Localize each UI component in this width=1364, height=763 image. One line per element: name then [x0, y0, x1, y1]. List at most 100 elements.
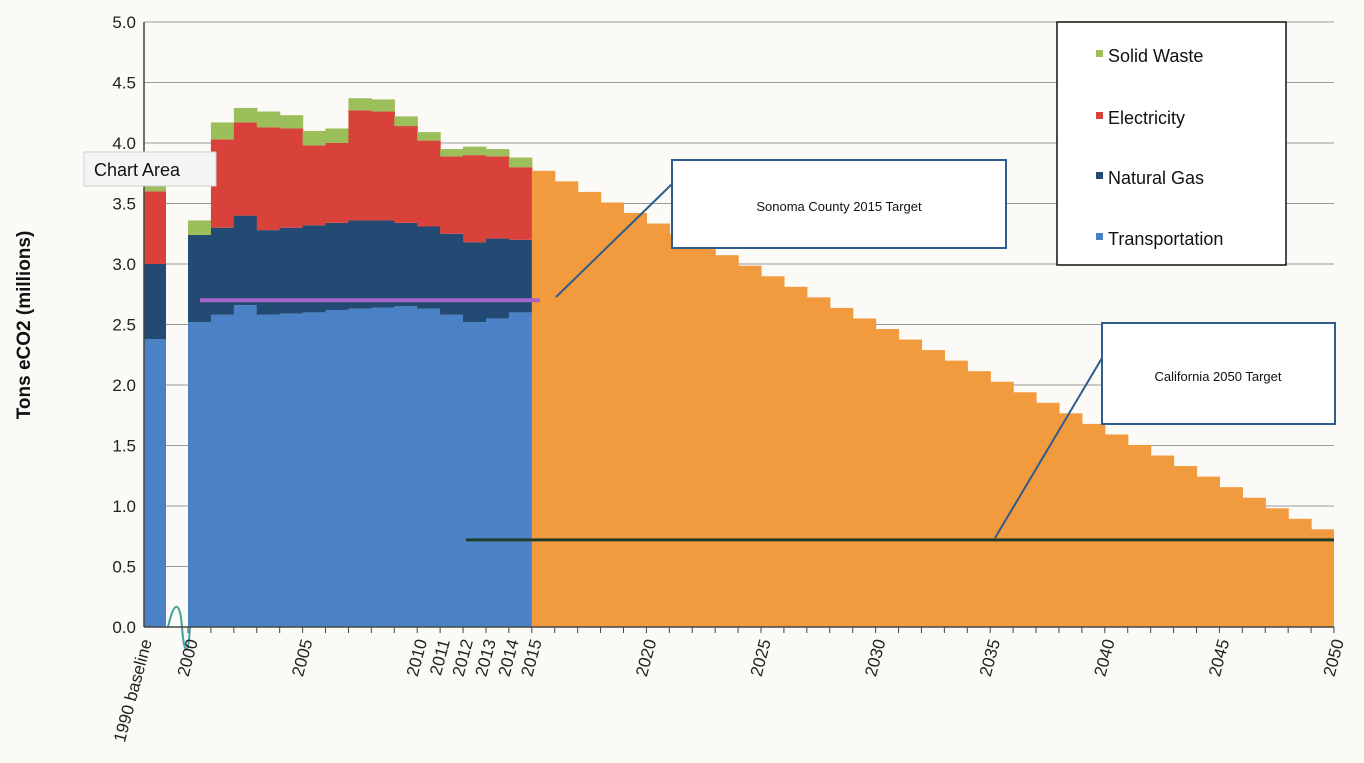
projection-step-2026	[783, 286, 808, 627]
bar-transportation-2002	[233, 305, 258, 627]
bar-solid-waste-2011	[440, 149, 464, 157]
projection-step-2036	[1013, 392, 1037, 627]
projection-step-2034	[967, 371, 991, 627]
bar-transportation-2009	[394, 306, 418, 627]
bar-electricity-2003	[256, 127, 281, 231]
projection-step-2024	[738, 265, 762, 627]
callout-sonoma-2015: Sonoma County 2015 Target	[555, 159, 1007, 298]
callout-sonoma-label: Sonoma County 2015 Target	[756, 199, 922, 214]
bar-natural-gas-2000	[188, 234, 212, 323]
bar-natural-gas-2005	[302, 225, 327, 313]
legend-label-electricity: Electricity	[1108, 108, 1185, 128]
bar-solid-waste-2006	[325, 128, 350, 143]
legend-swatch-transportation	[1096, 233, 1103, 240]
bar-solid-waste-2010	[417, 132, 441, 141]
projection-step-2049	[1311, 529, 1334, 627]
bar-transportation-2011	[440, 314, 464, 627]
y-tick-label: 3.0	[112, 255, 136, 274]
bar-transportation-2001	[210, 314, 235, 627]
projection-step-2048	[1288, 518, 1312, 627]
x-tick-label: 2035	[976, 637, 1004, 678]
bar-natural-gas-2001	[210, 227, 235, 315]
bar-natural-gas-2013	[485, 238, 510, 319]
bar-electricity-2008	[371, 111, 395, 221]
bar-transportation-2008	[371, 307, 395, 627]
bar-transportation-2013	[485, 318, 510, 627]
x-tick-label: 2005	[288, 637, 316, 678]
bar-electricity-2002	[233, 122, 258, 216]
projection-step-2040	[1104, 434, 1129, 627]
bar-transportation-2000	[188, 322, 212, 627]
bar-natural-gas-2003	[256, 230, 281, 315]
projection-step-2025	[761, 276, 785, 627]
bar-solid-waste-2013	[485, 149, 510, 157]
bar-transportation-2006	[325, 309, 350, 627]
x-tick-label: 2050	[1320, 637, 1348, 678]
x-tick-label: 2020	[632, 637, 660, 678]
projection-step-2019	[623, 213, 647, 627]
projection-step-2030	[875, 328, 900, 627]
chart-area-label: Chart Area	[94, 160, 181, 180]
bar-transportation-2014	[508, 312, 533, 627]
bar-natural-gas-2007	[348, 220, 372, 309]
projection-step-2046	[1242, 497, 1266, 627]
projection-step-2047	[1265, 508, 1289, 627]
bar-natural-gas-2014	[508, 239, 533, 313]
projection-step-2035	[990, 381, 1014, 627]
bar-transportation-1990	[144, 339, 166, 627]
x-tick-label: 1990 baseline	[110, 637, 156, 744]
projection-step-2017	[577, 191, 602, 627]
bar-natural-gas-1990	[144, 264, 166, 340]
y-tick-label: 1.0	[112, 497, 136, 516]
legend-label-transportation: Transportation	[1108, 229, 1223, 249]
bar-solid-waste-2008	[371, 99, 395, 112]
projection-step-2032	[921, 350, 945, 627]
bar-solid-waste-2004	[279, 115, 304, 129]
bar-natural-gas-2009	[394, 222, 418, 307]
bar-natural-gas-2002	[233, 215, 258, 306]
bar-transportation-2007	[348, 308, 372, 627]
callout-california-2050: California 2050 Target	[994, 322, 1336, 539]
bar-natural-gas-2012	[463, 242, 487, 323]
bar-solid-waste-2000	[188, 220, 212, 235]
legend-swatch-natural-gas	[1096, 172, 1103, 179]
bar-electricity-2006	[325, 143, 350, 223]
projection-step-2039	[1081, 423, 1106, 627]
bar-transportation-2010	[417, 308, 441, 627]
bar-electricity-2011	[440, 156, 464, 234]
x-tick-label: 2045	[1205, 637, 1233, 678]
data-areas	[144, 98, 1334, 628]
y-axis-label: Tons eCO2 (millions)	[14, 231, 35, 420]
callout-california-label: California 2050 Target	[1155, 369, 1282, 384]
bar-solid-waste-2007	[348, 98, 372, 111]
legend: Solid Waste Electricity Natural Gas Tran…	[1056, 21, 1287, 266]
projection-step-2023	[715, 255, 739, 628]
bar-transportation-2012	[463, 322, 487, 627]
projection-step-2028	[829, 307, 854, 627]
projection-step-2016	[554, 181, 579, 628]
bar-solid-waste-2002	[233, 107, 258, 123]
projection-step-2020	[646, 223, 670, 627]
y-tick-label: 2.0	[112, 376, 136, 395]
legend-label-natural-gas: Natural Gas	[1108, 168, 1204, 188]
y-tick-label: 5.0	[112, 13, 136, 32]
bar-transportation-2005	[302, 312, 327, 627]
projection-step-2018	[600, 202, 625, 627]
x-tick-label: 2025	[747, 637, 775, 678]
bar-electricity-2009	[394, 126, 418, 223]
bar-electricity-2010	[417, 140, 441, 227]
bar-solid-waste-2001	[210, 122, 235, 140]
projection-step-2043	[1173, 466, 1198, 627]
x-tick-label: 2030	[861, 637, 889, 678]
projection-step-2041	[1127, 444, 1152, 627]
bar-electricity-1990	[144, 191, 166, 264]
target-lines	[200, 298, 1334, 542]
legend-label-solid-waste: Solid Waste	[1108, 46, 1203, 66]
bar-transportation-2004	[279, 313, 304, 627]
bar-solid-waste-2014	[508, 157, 533, 168]
projection-step-2029	[852, 318, 877, 627]
projection-step-2038	[1058, 413, 1083, 627]
bar-solid-waste-2005	[302, 130, 327, 146]
y-tick-label: 1.5	[112, 437, 136, 456]
